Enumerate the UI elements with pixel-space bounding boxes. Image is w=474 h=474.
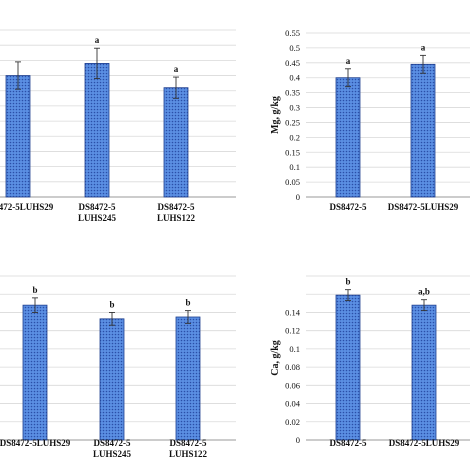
significance-label: a [95, 35, 100, 45]
bar [335, 77, 361, 198]
y-tick-label: 0.1 [289, 162, 300, 172]
significance-label: a,b [418, 287, 430, 297]
significance-label: b [32, 285, 37, 295]
y-tick-label: 0.06 [285, 380, 300, 390]
panel-bottom-left: b DS8472-5LUHS29 b DS8472-5 LUHS245 b DS8472-5… [0, 275, 236, 459]
y-tick-label: 0.25 [285, 117, 300, 127]
y-tick-label: 0.02 [285, 417, 300, 427]
y-tick-label: 0.15 [285, 147, 300, 157]
bar [175, 316, 201, 441]
bar [84, 63, 110, 198]
bar [5, 75, 31, 198]
bar [411, 304, 437, 441]
category-label: DS8472-5LUHS29 [0, 202, 54, 212]
y-axis-label: Mg, g/kg [270, 96, 281, 134]
y-tick-label: 0 [296, 435, 300, 445]
y-tick-label: 0 [296, 192, 300, 202]
category-label: DS8472-5 LUHS245 [93, 438, 132, 459]
y-tick-label: 0.12 [285, 326, 300, 336]
bar [410, 63, 436, 198]
y-tick-label: 0.45 [285, 58, 300, 68]
bar [99, 318, 125, 441]
significance-label: b [185, 298, 190, 308]
y-tick-label: 0.2 [289, 132, 300, 142]
y-tick-label: 0.3 [289, 103, 300, 113]
y-tick-label: 0.55 [285, 28, 300, 38]
category-label: DS8472-5 LUHS122 [157, 202, 196, 223]
y-tick-label: 0.35 [285, 88, 300, 98]
category-label: DS8472-5 [329, 202, 367, 212]
category-label: DS8472-5LUHS29 [0, 438, 71, 448]
bar [22, 304, 48, 441]
significance-label: b [109, 299, 114, 309]
category-label: DS8472-5LUHS29 [389, 438, 460, 448]
significance-label: a [346, 56, 351, 66]
category-label: DS8472-5 [329, 438, 367, 448]
panel-bottom-right: 0 0.02 0.04 0.06 0.08 0.1 0.12 0.14 Ca, g/kg b DS8… [270, 275, 470, 448]
bar [335, 294, 361, 441]
significance-label: a [174, 64, 179, 74]
significance-label: a [421, 42, 426, 52]
significance-label: b [345, 277, 350, 287]
y-tick-label: 0.14 [285, 307, 301, 317]
y-tick-label: 0.4 [289, 73, 300, 83]
y-tick-label: 0.1 [289, 344, 300, 354]
y-tick-label: 0.08 [285, 362, 300, 372]
y-tick-label: 0.5 [289, 43, 300, 53]
y-axis-label: Ca, g/kg [270, 340, 281, 376]
category-label: DS8472-5LUHS29 [388, 202, 459, 212]
y-tick-label: 0.05 [285, 177, 300, 187]
y-tick-label: 0.04 [285, 399, 301, 409]
category-label: DS8472-5 LUHS122 [169, 438, 208, 459]
category-label: DS8472-5 LUHS245 [78, 202, 117, 223]
bar [163, 87, 189, 198]
panel-top-right: 0 0.05 0.1 0.15 0.2 0.25 0.3 0.35 0.4 0.45 0.5 0.55… [270, 28, 470, 212]
